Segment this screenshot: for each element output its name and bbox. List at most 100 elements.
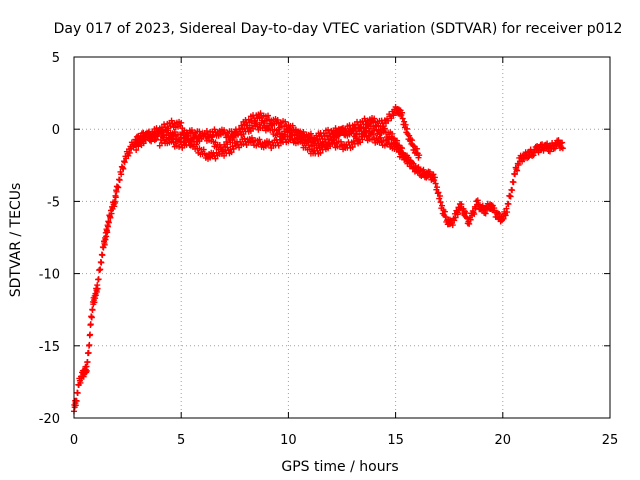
data-point [92,292,99,299]
data-point [105,219,112,226]
data-point [73,398,80,405]
data-point [377,134,384,141]
data-point [330,137,337,144]
data-point [307,130,314,137]
data-point [241,135,248,142]
data-point [266,138,273,145]
data-point [77,379,84,386]
x-tick-label: 15 [387,433,404,448]
data-point [231,132,238,139]
data-point [467,216,474,223]
data-point [245,116,252,123]
data-point [426,168,433,175]
data-point [201,129,208,136]
data-point [119,164,126,171]
data-point [196,128,203,135]
x-tick-label: 25 [602,433,619,448]
x-tick-label: 20 [495,433,512,448]
data-point [482,210,489,217]
data-point [385,117,392,124]
data-point [371,115,378,122]
data-point [133,146,140,153]
data-point [212,155,219,162]
data-point [115,184,122,191]
x-axis: 0 5 10 15 20 25 [70,57,618,448]
data-point [99,252,106,259]
data-point [402,152,409,159]
data-point [515,162,522,169]
data-point [274,116,281,123]
data-point [237,128,244,135]
plot-data [71,103,566,415]
x-tick-label: 10 [280,433,297,448]
data-point [171,128,178,135]
data-point [91,299,98,306]
data-point [503,205,510,212]
data-point [142,136,149,143]
data-point [104,229,111,236]
plot-frame [73,56,611,419]
data-point [385,136,392,143]
data-point [399,145,406,152]
data-point [449,222,456,229]
data-point [113,188,120,195]
data-point [183,129,190,136]
data-point [361,115,368,122]
y-tick-label: -10 [39,268,60,283]
data-point [463,210,470,217]
data-point [120,165,127,172]
data-point [140,140,147,147]
x-axis-label: GPS time / hours [281,459,398,475]
data-point [510,179,517,186]
data-point [509,187,516,194]
data-point [126,149,133,156]
data-point [93,288,100,295]
data-point [239,125,246,132]
data-point [282,118,289,125]
data-point [474,197,481,204]
data-point [434,184,441,191]
data-point [209,134,216,141]
data-point [441,208,448,215]
data-point [248,134,255,141]
data-point [84,358,91,365]
data-point [288,132,295,139]
data-point [135,143,142,150]
data-point [244,122,251,129]
data-point [256,136,263,143]
data-point [178,119,185,126]
y-axis-label: SDTVAR / TECUs [8,183,24,298]
data-point [103,233,110,240]
data-point [107,214,114,221]
data-point [409,137,416,144]
y-tick-label: -15 [39,340,60,355]
data-point [500,215,507,222]
data-point [442,213,449,220]
data-point [407,157,414,164]
data-point [289,122,296,129]
data-point [97,266,104,273]
data-point [200,146,207,153]
data-point [230,145,237,152]
data-point [437,199,444,206]
data-point [439,202,446,209]
data-point [211,126,218,133]
data-point [88,314,95,321]
data-point [435,189,442,196]
data-point [555,137,562,144]
data-point [466,220,473,227]
data-point [420,166,427,173]
data-point [416,152,423,159]
data-point [229,136,236,143]
y-tick-label: 0 [52,123,60,138]
data-point [108,210,115,217]
data-point [401,118,408,125]
data-point [305,142,312,149]
data-point [452,214,459,221]
data-point [314,137,321,144]
data-point [511,171,518,178]
data-point [337,138,344,145]
data-point [116,177,123,184]
